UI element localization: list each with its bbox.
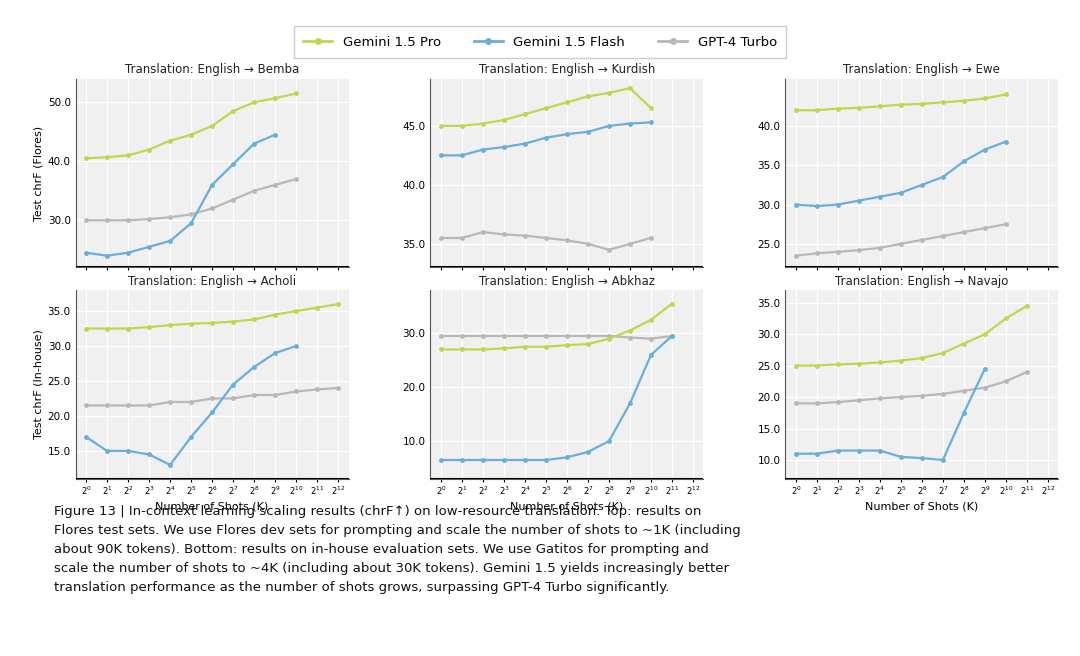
X-axis label: Number of Shots (K): Number of Shots (K) xyxy=(156,501,269,511)
Legend: Gemini 1.5 Pro, Gemini 1.5 Flash, GPT-4 Turbo: Gemini 1.5 Pro, Gemini 1.5 Flash, GPT-4 … xyxy=(294,26,786,58)
Title: Translation: English → Abkhaz: Translation: English → Abkhaz xyxy=(480,275,654,287)
Y-axis label: Test chrF (Flores): Test chrF (Flores) xyxy=(33,125,43,220)
Text: Figure 13 | In-context learning scaling results (chrF↑) on low-resource translat: Figure 13 | In-context learning scaling … xyxy=(54,505,741,594)
Title: Translation: English → Bemba: Translation: English → Bemba xyxy=(125,63,299,76)
Y-axis label: Test chrF (In-house): Test chrF (In-house) xyxy=(33,329,43,440)
Title: Translation: English → Acholi: Translation: English → Acholi xyxy=(129,275,296,287)
Title: Translation: English → Ewe: Translation: English → Ewe xyxy=(843,63,1000,76)
X-axis label: Number of Shots (K): Number of Shots (K) xyxy=(865,501,978,511)
X-axis label: Number of Shots (K): Number of Shots (K) xyxy=(511,501,623,511)
Title: Translation: English → Navajo: Translation: English → Navajo xyxy=(835,275,1009,287)
Title: Translation: English → Kurdish: Translation: English → Kurdish xyxy=(478,63,656,76)
